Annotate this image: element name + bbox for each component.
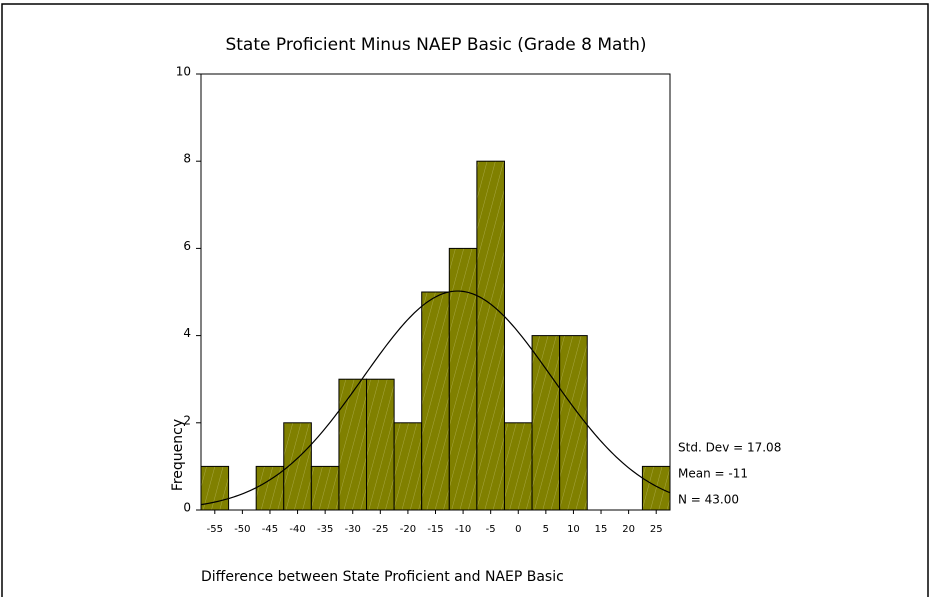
bar-hatch (393, 422, 423, 511)
bar-hatch (531, 335, 561, 511)
bar-hatch (283, 422, 312, 511)
stat-label: Mean = -11 (678, 467, 748, 481)
bar-hatch (421, 291, 450, 511)
x-tick-label: -50 (234, 524, 250, 535)
bar-hatch (338, 378, 368, 511)
x-axis-label: Difference between State Proficient and … (201, 569, 564, 585)
x-tick-label: 25 (650, 524, 663, 535)
bar-hatch (448, 247, 478, 511)
x-tick-label: -15 (427, 524, 443, 535)
bar-hatch (503, 422, 533, 511)
x-tick-label: -30 (345, 524, 361, 535)
x-tick-label: 5 (543, 524, 549, 535)
x-tick-label: -5 (486, 524, 496, 535)
y-tick-label: 0 (183, 501, 191, 515)
x-tick-label: -35 (317, 524, 333, 535)
x-tick-label: 20 (622, 524, 635, 535)
y-tick-label: 8 (183, 152, 191, 166)
bar-hatch (310, 465, 340, 511)
normal-curve (200, 290, 671, 506)
y-axis-label: Frequency (170, 419, 186, 491)
x-tick-label: -20 (400, 524, 416, 535)
bar-hatch (476, 160, 505, 511)
stat-label: Std. Dev = 17.08 (678, 441, 781, 455)
x-tick-label: 15 (595, 524, 608, 535)
y-tick-label: 2 (183, 413, 191, 427)
bar-hatch (366, 378, 395, 511)
bar-hatch (641, 465, 671, 511)
frame (1, 3, 929, 597)
x-tick-label: -25 (372, 524, 388, 535)
bar-hatch (559, 335, 588, 511)
stat-label: N = 43.00 (678, 493, 739, 507)
x-tick-label: 10 (567, 524, 580, 535)
chart-title: State Proficient Minus NAEP Basic (Grade… (225, 35, 646, 55)
x-tick-label: -45 (262, 524, 278, 535)
x-tick-label: -10 (455, 524, 471, 535)
y-tick-label: 10 (176, 65, 191, 79)
y-tick-label: 6 (183, 239, 191, 253)
x-tick-label: -40 (289, 524, 305, 535)
y-tick-label: 4 (183, 326, 191, 340)
x-tick-label: -55 (207, 524, 223, 535)
x-tick-label: 0 (515, 524, 521, 535)
